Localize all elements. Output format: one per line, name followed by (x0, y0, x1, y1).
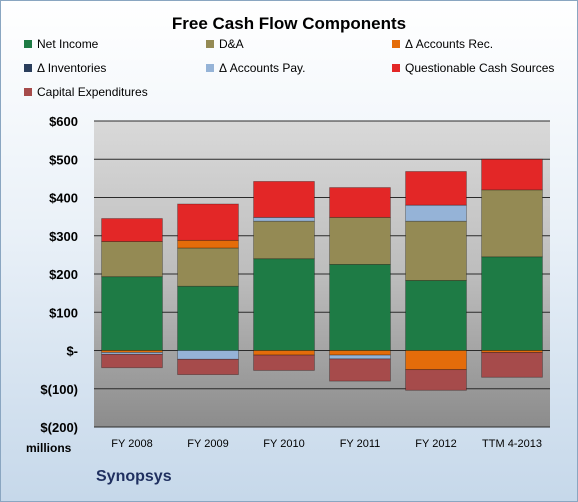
bar-segment-d-a (101, 241, 163, 278)
y-tick-label: $(100) (40, 382, 78, 397)
bar-segment-net-income (253, 258, 315, 351)
bar-segment-capital-expenditures (405, 369, 467, 391)
y-tick-label: $500 (49, 152, 78, 167)
bar-segment-questionable-cash-sources (101, 218, 163, 242)
legend-swatch (206, 40, 214, 48)
bar-segment-accounts-pay (253, 216, 315, 222)
legend-swatch (206, 64, 214, 72)
bar-segment-accounts-pay (329, 354, 391, 360)
bar-segment-net-income (405, 280, 467, 351)
bar-segment-d-a (329, 216, 391, 265)
bar-segment-accounts-pay (405, 204, 467, 222)
bar-segment-accounts-rec (329, 350, 391, 356)
y-tick-label: $- (66, 344, 78, 359)
y-tick-label: $100 (49, 305, 78, 320)
legend-label: Δ Inventories (37, 61, 107, 75)
x-tick-label: TTM 4-2013 (482, 438, 542, 450)
bar-segment-questionable-cash-sources (253, 181, 315, 218)
legend-label: D&A (219, 37, 244, 51)
bar-segment-capital-expenditures (481, 352, 543, 378)
y-tick-label: $(200) (40, 420, 78, 435)
bar-segment-net-income (177, 285, 239, 351)
bar-segment-accounts-rec (253, 350, 315, 356)
bar-segment-capital-expenditures (329, 358, 391, 382)
y-tick-label: $600 (49, 114, 78, 129)
bar-segment-net-income (481, 256, 543, 351)
legend-swatch (24, 88, 32, 96)
x-tick-label: FY 2012 (415, 438, 456, 450)
bar-segment-d-a (405, 220, 467, 281)
bar-segment-accounts-rec (177, 239, 239, 249)
y-tick-label: $400 (49, 191, 78, 206)
chart-legend: Net Income D&A Δ Accounts Rec. Δ Inventorie… (0, 36, 578, 106)
bar-segment-d-a (177, 247, 239, 287)
bar-segment-questionable-cash-sources (329, 187, 391, 218)
legend-item-accounts-pay: Δ Accounts Pay. (206, 60, 306, 76)
bar-segment-capital-expenditures (177, 358, 239, 375)
x-tick-label: FY 2010 (263, 438, 304, 450)
bar-segment-questionable-cash-sources (481, 158, 543, 191)
y-tick-label: $200 (49, 267, 78, 282)
y-tick-label: $300 (49, 229, 78, 244)
bar-segment-d-a (481, 189, 543, 258)
legend-swatch (24, 64, 32, 72)
x-tick-label: FY 2011 (340, 438, 381, 450)
legend-item-questionable-cash-sources: Questionable Cash Sources (392, 60, 554, 76)
bar-segment-accounts-rec (405, 350, 467, 371)
units-label: millions (26, 441, 72, 455)
company-name: Synopsys (96, 468, 172, 485)
bar-segment-net-income (101, 276, 163, 351)
legend-swatch (392, 64, 400, 72)
legend-swatch (392, 40, 400, 48)
bar-segment-d-a (253, 220, 315, 260)
bar-segment-capital-expenditures (101, 353, 163, 369)
legend-item-d-a: D&A (206, 36, 244, 52)
bar-segment-net-income (329, 264, 391, 351)
legend-item-capital-expenditures: Capital Expenditures (24, 84, 148, 100)
legend-label: Questionable Cash Sources (405, 61, 555, 75)
bar-segment-capital-expenditures (253, 354, 315, 371)
bar-segment-questionable-cash-sources (177, 203, 239, 241)
chart-title: Free Cash Flow Components (171, 14, 407, 33)
legend-label: Net Income (37, 37, 99, 51)
legend-label: Capital Expenditures (37, 85, 148, 99)
bar-segment-questionable-cash-sources (405, 171, 467, 206)
legend-label: Δ Accounts Rec. (405, 37, 494, 51)
bar-segment-accounts-pay (177, 350, 239, 360)
legend-label: Δ Accounts Pay. (219, 61, 306, 75)
x-tick-label: FY 2009 (187, 438, 228, 450)
legend-swatch (24, 40, 32, 48)
legend-item-net-income: Net Income (24, 36, 98, 52)
x-tick-label: FY 2008 (111, 438, 152, 450)
legend-item-accounts-rec: Δ Accounts Rec. (392, 36, 493, 52)
legend-item-inventories: Δ Inventories (24, 60, 106, 76)
